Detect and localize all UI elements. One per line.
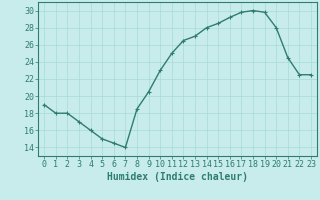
X-axis label: Humidex (Indice chaleur): Humidex (Indice chaleur) <box>107 172 248 182</box>
